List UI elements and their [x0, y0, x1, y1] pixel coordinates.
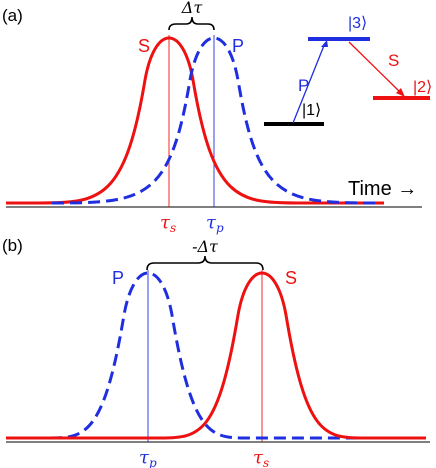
panel-b-stokes-pulse [6, 271, 426, 440]
panel-a-p-label: P [232, 36, 244, 56]
stokes-transition-label: S [388, 51, 399, 70]
panel-a: (a) Δτ S P τs τp Time → |1⟩ |3⟩ | [2, 0, 432, 235]
level-diagram: |1⟩ |3⟩ |2⟩ P S [264, 15, 432, 126]
level-2-label: |2⟩ [413, 79, 432, 96]
panel-b: (b) -Δτ P S τp τs [2, 236, 430, 468]
pump-transition-label: P [298, 76, 309, 95]
stokes-transition-arrow [348, 41, 403, 95]
panel-a-label: (a) [2, 6, 23, 25]
panel-a-delta-label: Δτ [181, 0, 204, 17]
stokes-arrowhead-icon [396, 88, 405, 97]
pump-transition-arrow [292, 42, 326, 124]
panel-a-stokes-pulse [6, 36, 384, 205]
panel-a-pump-pulse [51, 36, 377, 205]
panel-b-p-label: P [112, 268, 124, 288]
panel-a-delta-brace [168, 16, 215, 31]
pump-arrowhead-icon [321, 40, 328, 47]
panel-b-delta-brace [146, 255, 264, 271]
panel-a-tau-p-label: τp [206, 212, 224, 235]
panel-b-tau-s-label: τs [253, 447, 269, 468]
panel-b-tau-p-label: τp [139, 447, 157, 468]
panel-b-delta-label: -Δτ [192, 237, 219, 256]
level-1-label: |1⟩ [302, 102, 321, 119]
panel-b-pump-pulse [49, 271, 400, 440]
panel-b-s-label: S [285, 268, 297, 288]
level-3-label: |3⟩ [348, 15, 367, 32]
panel-a-time-label: Time → [348, 178, 417, 200]
panel-b-label: (b) [2, 236, 23, 255]
panel-a-s-label: S [138, 36, 150, 56]
panel-a-tau-s-label: τs [160, 212, 176, 235]
